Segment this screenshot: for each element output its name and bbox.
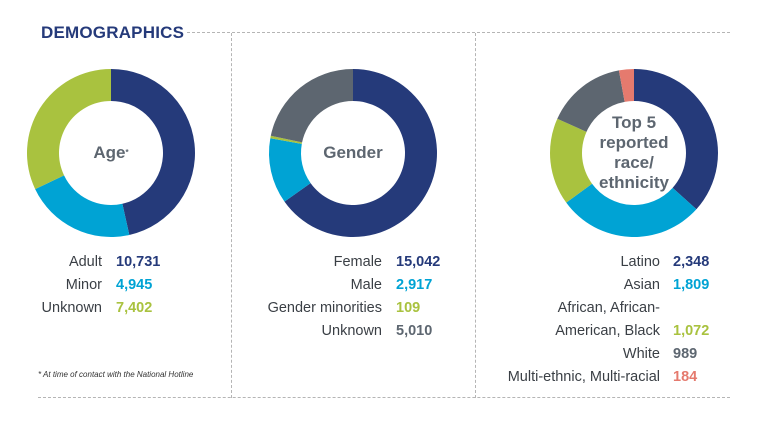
race-title-line: reported bbox=[599, 133, 669, 152]
legend-value: 1,809 bbox=[673, 277, 710, 293]
legend-row: Gender minorities bbox=[0, 300, 382, 320]
race-donut-chart bbox=[550, 69, 718, 237]
divider-right bbox=[475, 33, 476, 398]
race-title-line: Top 5 bbox=[611, 113, 657, 132]
legend-value: 5,010 bbox=[396, 323, 433, 339]
legend-label: Female bbox=[333, 254, 382, 270]
divider-left bbox=[231, 33, 232, 398]
legend-label: African, African- bbox=[557, 300, 660, 316]
race-title-line: ethnicity bbox=[599, 173, 669, 192]
donut-slice-minor bbox=[35, 175, 130, 237]
legend-value: 184 bbox=[673, 369, 698, 385]
donut-slice-gender-minorities bbox=[270, 135, 303, 144]
donut-slice-male bbox=[269, 138, 311, 202]
age-donut-chart bbox=[26, 69, 195, 237]
legend-value: 2,917 bbox=[396, 277, 433, 293]
donut-slice-female bbox=[284, 69, 437, 237]
age-chart-title: Age* bbox=[93, 143, 129, 162]
donut-slice-multi-ethnic-multi-racial bbox=[618, 69, 634, 102]
legend-row: Adult bbox=[0, 254, 102, 274]
legend-row: White bbox=[0, 346, 660, 366]
legend-row: Latino bbox=[0, 254, 660, 274]
legend-label: Unknown bbox=[321, 323, 382, 339]
legend-value: 1,072 bbox=[673, 323, 710, 339]
legend-row: Unknown bbox=[0, 323, 382, 343]
legend-row: Unknown bbox=[0, 300, 102, 320]
legend-label: Unknown bbox=[41, 300, 102, 316]
donut-slice-african-african-american-black bbox=[550, 118, 593, 203]
donut-slice-asian bbox=[566, 183, 697, 237]
race-title-line: race/ bbox=[614, 153, 654, 172]
legend-row: Minor bbox=[0, 277, 102, 297]
donut-slice-adult bbox=[111, 69, 195, 235]
legend-value: 989 bbox=[673, 346, 698, 362]
legend-label: Latino bbox=[620, 254, 660, 270]
donut-slice-latino bbox=[634, 69, 718, 210]
legend-label: Male bbox=[350, 277, 382, 293]
legend-value: 7,402 bbox=[116, 300, 153, 316]
gender-donut-chart bbox=[269, 69, 437, 237]
legend-row: Female bbox=[0, 254, 382, 274]
legend-label: Minor bbox=[65, 277, 102, 293]
legend-row: American, Black bbox=[0, 323, 660, 343]
page-title: DEMOGRAPHICS bbox=[41, 23, 185, 42]
footnote: * At time of contact with the National H… bbox=[38, 370, 194, 379]
race-chart-title: Top 5 reported race/ ethnicity bbox=[584, 113, 684, 193]
legend-row: Multi-ethnic, Multi-racial bbox=[0, 369, 660, 389]
legend-label: Adult bbox=[68, 254, 102, 270]
donut-slice-white bbox=[557, 70, 625, 132]
legend-value: 4,945 bbox=[116, 277, 153, 293]
legend-value: 10,731 bbox=[116, 254, 161, 270]
donut-slice-unknown bbox=[26, 69, 111, 190]
legend-label: Gender minorities bbox=[267, 300, 382, 316]
divider-top bbox=[187, 32, 730, 33]
legend-row: Male bbox=[0, 277, 382, 297]
legend-label: White bbox=[622, 346, 660, 362]
legend-label: Multi-ethnic, Multi-racial bbox=[507, 369, 660, 385]
donut-slice-unknown bbox=[270, 69, 353, 143]
legend-row: Asian bbox=[0, 277, 660, 297]
legend-row: African, African- bbox=[0, 300, 660, 320]
legend-label: American, Black bbox=[555, 323, 660, 339]
divider-bottom bbox=[38, 397, 730, 398]
legend-label: Asian bbox=[623, 277, 660, 293]
gender-chart-title: Gender bbox=[323, 143, 383, 162]
legend-value: 15,042 bbox=[396, 254, 441, 270]
legend-value: 2,348 bbox=[673, 254, 710, 270]
legend-value: 109 bbox=[396, 300, 421, 316]
